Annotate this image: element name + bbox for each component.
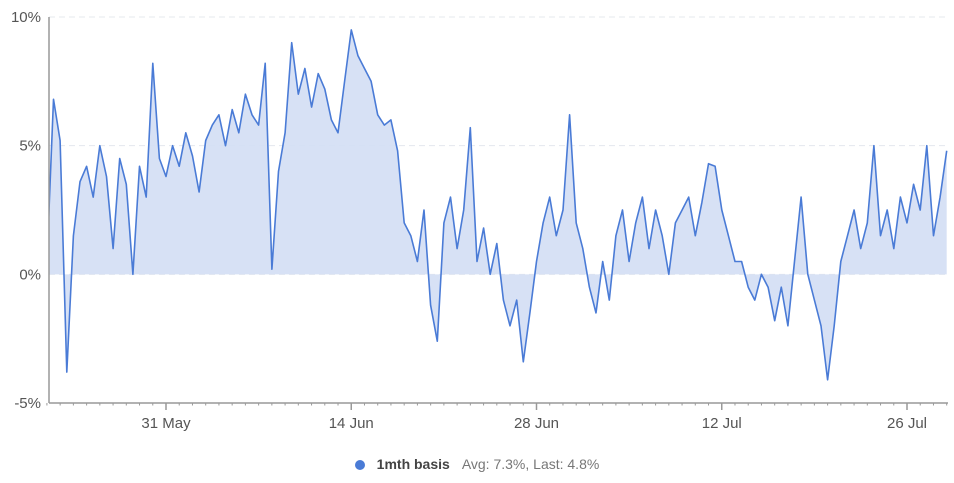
y-tick-label: 10% bbox=[11, 9, 41, 26]
x-tick-label: 31 May bbox=[141, 415, 191, 432]
legend-series-stats: Avg: 7.3%, Last: 4.8% bbox=[461, 456, 600, 472]
basis-chart: 10% 5% 0% -5% 31 May 14 Jun 28 Jun 12 Jul 26 Ju… bbox=[11, 9, 948, 432]
legend-series-name: 1mth basis bbox=[376, 456, 450, 472]
x-tick-label: 12 Jul bbox=[702, 415, 742, 432]
x-tick-label: 14 Jun bbox=[329, 415, 374, 432]
y-tick-label: -5% bbox=[14, 395, 41, 412]
series-area bbox=[49, 29, 947, 380]
y-tick-label: 0% bbox=[19, 266, 41, 283]
legend-marker-icon bbox=[354, 460, 365, 471]
x-tick-label: 26 Jul bbox=[887, 415, 927, 432]
legend[interactable]: 1mth basis Avg: 7.3%, Last: 4.8% bbox=[0, 456, 954, 472]
x-tick-label: 28 Jun bbox=[514, 415, 559, 432]
y-tick-label: 5% bbox=[19, 138, 41, 155]
series-line bbox=[49, 29, 948, 381]
